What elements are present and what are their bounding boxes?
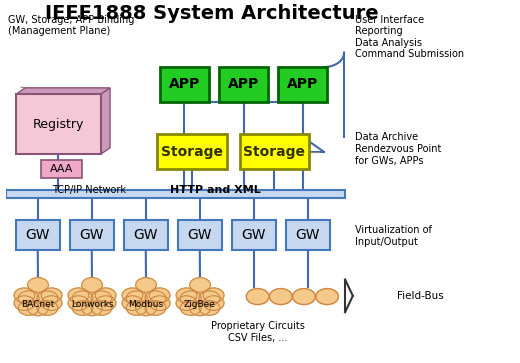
Circle shape bbox=[149, 296, 170, 310]
Circle shape bbox=[41, 288, 62, 303]
Circle shape bbox=[68, 296, 89, 310]
FancyBboxPatch shape bbox=[232, 220, 276, 250]
Text: GW: GW bbox=[242, 228, 266, 242]
FancyBboxPatch shape bbox=[219, 67, 268, 102]
Circle shape bbox=[82, 278, 102, 292]
Circle shape bbox=[316, 289, 339, 305]
Text: Storage: Storage bbox=[243, 144, 305, 159]
Circle shape bbox=[91, 301, 112, 315]
FancyBboxPatch shape bbox=[124, 220, 167, 250]
FancyBboxPatch shape bbox=[158, 134, 227, 169]
FancyBboxPatch shape bbox=[278, 67, 327, 102]
Circle shape bbox=[68, 288, 89, 303]
Text: GW: GW bbox=[188, 228, 212, 242]
Text: AAA: AAA bbox=[49, 164, 73, 174]
Circle shape bbox=[199, 291, 220, 306]
Circle shape bbox=[37, 291, 58, 306]
Circle shape bbox=[14, 288, 35, 303]
Text: User Interface
Reporting
Data Analysis
Command Submission: User Interface Reporting Data Analysis C… bbox=[355, 15, 464, 59]
Text: HTTP and XML: HTTP and XML bbox=[170, 185, 261, 195]
Circle shape bbox=[126, 301, 147, 315]
Circle shape bbox=[122, 296, 143, 310]
Text: Lonworks: Lonworks bbox=[71, 301, 113, 309]
Circle shape bbox=[41, 296, 62, 310]
Text: GW: GW bbox=[80, 228, 104, 242]
Circle shape bbox=[293, 289, 315, 305]
Circle shape bbox=[18, 301, 39, 315]
Circle shape bbox=[190, 301, 211, 316]
FancyBboxPatch shape bbox=[6, 190, 345, 198]
Text: TCP/IP Network: TCP/IP Network bbox=[52, 185, 126, 195]
Circle shape bbox=[28, 301, 48, 316]
Circle shape bbox=[14, 296, 35, 310]
Circle shape bbox=[91, 291, 112, 306]
Text: ZigBee: ZigBee bbox=[184, 301, 216, 309]
Circle shape bbox=[82, 301, 102, 316]
Text: APP: APP bbox=[287, 77, 318, 91]
FancyBboxPatch shape bbox=[160, 67, 209, 102]
Circle shape bbox=[269, 289, 292, 305]
Circle shape bbox=[28, 278, 48, 292]
Circle shape bbox=[149, 288, 170, 303]
FancyBboxPatch shape bbox=[16, 94, 101, 154]
Polygon shape bbox=[101, 88, 110, 154]
Text: IEEE1888 System Architecture: IEEE1888 System Architecture bbox=[45, 4, 378, 23]
Circle shape bbox=[180, 291, 201, 306]
Circle shape bbox=[190, 278, 211, 292]
Text: Registry: Registry bbox=[33, 118, 84, 131]
Circle shape bbox=[72, 301, 93, 315]
Text: GW: GW bbox=[295, 228, 320, 242]
FancyBboxPatch shape bbox=[41, 160, 82, 178]
Text: Modbus: Modbus bbox=[128, 301, 164, 309]
FancyBboxPatch shape bbox=[70, 220, 114, 250]
FancyBboxPatch shape bbox=[240, 134, 309, 169]
Circle shape bbox=[199, 301, 220, 315]
Circle shape bbox=[246, 289, 269, 305]
Text: APP: APP bbox=[228, 77, 259, 91]
Text: BACnet: BACnet bbox=[21, 301, 55, 309]
Circle shape bbox=[176, 296, 197, 310]
Text: Field-Bus: Field-Bus bbox=[397, 291, 443, 301]
Text: Virtualization of
Input/Output: Virtualization of Input/Output bbox=[355, 225, 432, 247]
Circle shape bbox=[136, 278, 157, 292]
FancyBboxPatch shape bbox=[178, 220, 222, 250]
FancyBboxPatch shape bbox=[16, 220, 60, 250]
Text: GW: GW bbox=[134, 228, 158, 242]
Circle shape bbox=[203, 296, 224, 310]
Circle shape bbox=[136, 301, 157, 316]
Text: GW: GW bbox=[25, 228, 50, 242]
Circle shape bbox=[145, 301, 166, 315]
Circle shape bbox=[176, 288, 197, 303]
Circle shape bbox=[122, 288, 143, 303]
Circle shape bbox=[37, 301, 58, 315]
Polygon shape bbox=[16, 88, 110, 94]
Text: GW, Storage, APP Binding
(Management Plane): GW, Storage, APP Binding (Management Pla… bbox=[8, 15, 135, 36]
FancyBboxPatch shape bbox=[286, 220, 330, 250]
Circle shape bbox=[180, 301, 201, 315]
Circle shape bbox=[203, 288, 224, 303]
Text: APP: APP bbox=[168, 77, 200, 91]
Circle shape bbox=[126, 291, 147, 306]
Circle shape bbox=[18, 291, 39, 306]
Circle shape bbox=[72, 291, 93, 306]
Circle shape bbox=[95, 288, 116, 303]
Text: Data Archive
Rendezvous Point
for GWs, APPs: Data Archive Rendezvous Point for GWs, A… bbox=[355, 132, 442, 166]
Circle shape bbox=[95, 296, 116, 310]
Text: Proprietary Circuits
CSV Files, ...: Proprietary Circuits CSV Files, ... bbox=[211, 321, 305, 343]
Circle shape bbox=[145, 291, 166, 306]
Text: Storage: Storage bbox=[161, 144, 223, 159]
